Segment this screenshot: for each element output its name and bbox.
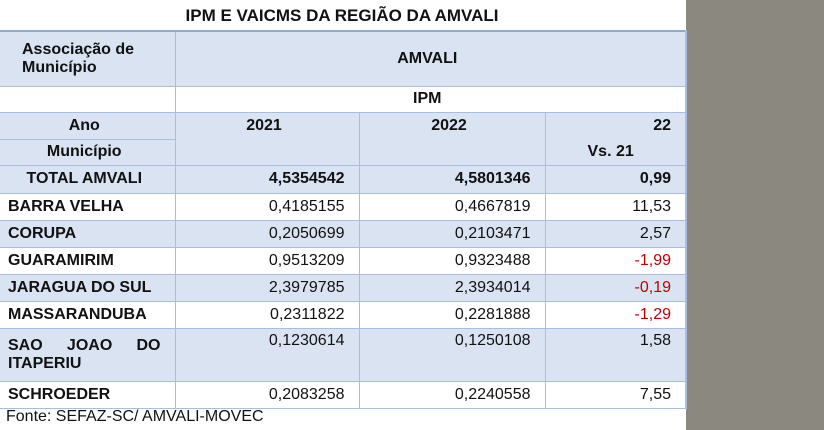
value-2022: 2,3934014: [359, 274, 546, 302]
municipio-name: GUARAMIRIM: [0, 247, 176, 275]
value-2021: 0,1230614: [175, 328, 360, 382]
table-row: JARAGUA DO SUL 2,3979785 2,3934014 -0,19: [0, 274, 688, 302]
municipio-name: JARAGUA DO SUL: [0, 274, 176, 302]
col-2022: 2022: [359, 112, 546, 139]
value-2021: 0,2050699: [175, 220, 360, 248]
table-title: IPM E VAICMS DA REGIÃO DA AMVALI: [185, 6, 499, 25]
variation: 7,55: [545, 381, 688, 409]
table-row: CORUPA 0,2050699 0,2103471 2,57: [0, 220, 688, 248]
value-2021: 0,2311822: [175, 301, 360, 329]
assoc-label: Associação de Município: [0, 30, 176, 87]
value-2022: 0,4667819: [359, 193, 546, 221]
municipio-name: SCHROEDER: [0, 381, 176, 409]
variation: -1,99: [545, 247, 688, 275]
empty-cell: [359, 139, 546, 166]
variation: 2,57: [545, 220, 688, 248]
col-var-line1: 22: [545, 112, 688, 139]
col-var-line2: Vs. 21: [545, 139, 688, 166]
municipio-name: TOTAL AMVALI: [0, 165, 176, 194]
ipm-table: Associação de Município AMVALI IPM Ano 2…: [0, 30, 688, 409]
value-2021: 4,5354542: [175, 165, 360, 194]
value-2022: 0,2240558: [359, 381, 546, 409]
value-2022: 0,9323488: [359, 247, 546, 275]
total-row: TOTAL AMVALI 4,5354542 4,5801346 0,99: [0, 165, 688, 194]
value-2021: 0,2083258: [175, 381, 360, 409]
table-row: BARRA VELHA 0,4185155 0,4667819 11,53: [0, 193, 688, 221]
table-row: SAO JOAO DO ITAPERIU 0,1230614 0,1250108 1,…: [0, 328, 688, 382]
value-2022: 4,5801346: [359, 165, 546, 194]
metric-label: IPM: [175, 86, 688, 113]
value-2022: 0,2281888: [359, 301, 546, 329]
col-2021: 2021: [175, 112, 360, 139]
background-strip: [686, 0, 824, 430]
municipio-name: CORUPA: [0, 220, 176, 248]
value-2022: 0,2103471: [359, 220, 546, 248]
variation: -0,19: [545, 274, 688, 302]
variation: 1,58: [545, 328, 688, 382]
table-row: GUARAMIRIM 0,9513209 0,9323488 -1,99: [0, 247, 688, 275]
value-2021: 0,9513209: [175, 247, 360, 275]
table-row: MASSARANDUBA 0,2311822 0,2281888 -1,29: [0, 301, 688, 329]
municipio-name: MASSARANDUBA: [0, 301, 176, 329]
ano-label: Ano: [0, 112, 176, 139]
assoc-value: AMVALI: [175, 30, 688, 87]
empty-cell: [175, 139, 360, 166]
value-2022: 0,1250108: [359, 328, 546, 382]
value-2021: 2,3979785: [175, 274, 360, 302]
municipio-name: SAO JOAO DO ITAPERIU: [0, 328, 176, 382]
value-2021: 0,4185155: [175, 193, 360, 221]
table-row: SCHROEDER 0,2083258 0,2240558 7,55: [0, 381, 688, 409]
municipio-name: BARRA VELHA: [0, 193, 176, 221]
variation: 0,99: [545, 165, 688, 194]
source-note: Fonte: SEFAZ-SC/ AMVALI-MOVEC: [6, 408, 264, 425]
variation: -1,29: [545, 301, 688, 329]
municipio-label: Município: [0, 138, 176, 166]
variation: 11,53: [545, 193, 688, 221]
empty-cell: [0, 86, 176, 113]
